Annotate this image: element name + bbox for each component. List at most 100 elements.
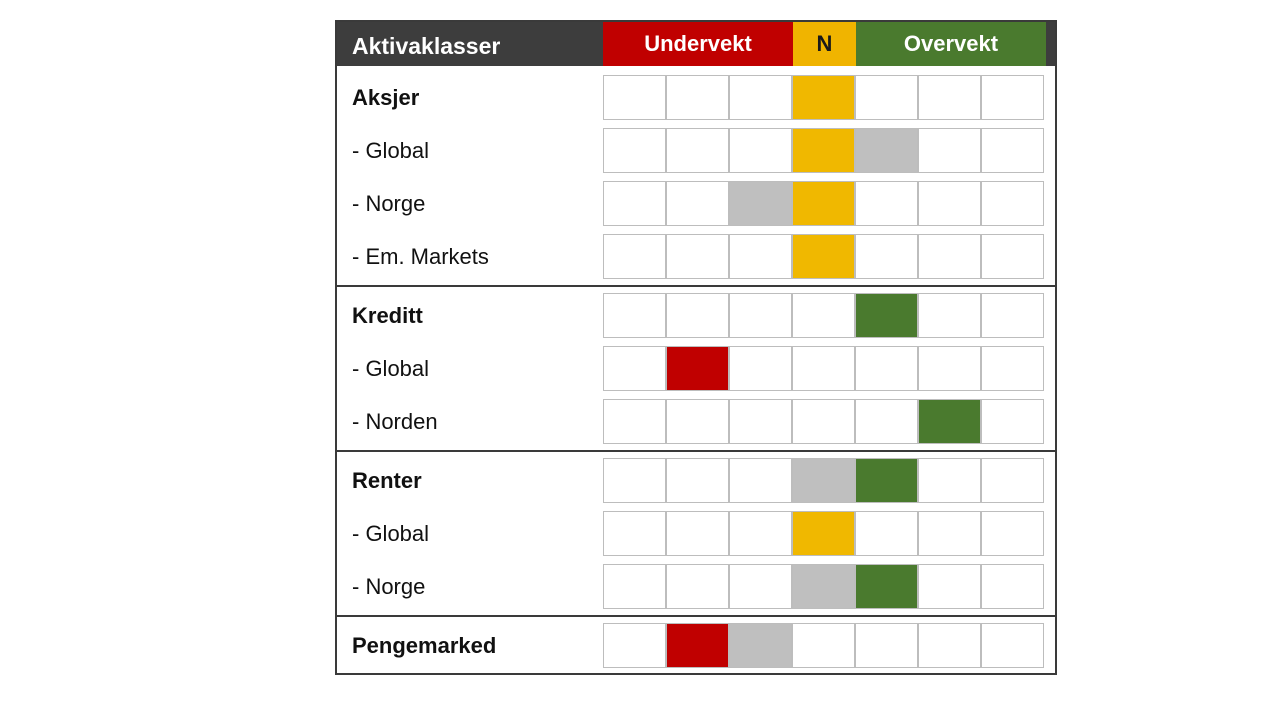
weight-cell — [666, 234, 729, 279]
weight-cell — [729, 128, 792, 173]
row-label: - Em. Markets — [352, 244, 489, 269]
weight-cell — [918, 511, 981, 556]
weight-cell — [855, 234, 918, 279]
weight-cell — [603, 399, 666, 444]
row-label: - Norge — [352, 191, 426, 216]
weight-cell — [981, 623, 1044, 668]
weight-cell — [603, 128, 666, 173]
weight-cell — [918, 399, 981, 444]
weight-cell — [792, 564, 855, 609]
weight-cell — [918, 346, 981, 391]
table-row: - Global — [337, 346, 1055, 391]
weight-cell — [729, 75, 792, 120]
table-row: Aksjer — [337, 75, 1055, 120]
weight-cell — [729, 564, 792, 609]
weight-cell — [729, 181, 792, 226]
row-label: Pengemarked — [352, 633, 497, 658]
weight-cell — [855, 399, 918, 444]
weight-cell — [981, 458, 1044, 503]
weight-cell — [918, 623, 981, 668]
section-divider — [337, 450, 1055, 452]
weight-cell — [981, 346, 1044, 391]
weight-cell — [792, 346, 855, 391]
weight-cell — [981, 511, 1044, 556]
row-label: Aksjer — [352, 85, 420, 110]
row-label: - Global — [352, 138, 430, 163]
table-row: - Global — [337, 128, 1055, 173]
table-row: Renter — [337, 458, 1055, 503]
table-row: - Norden — [337, 399, 1055, 444]
table-header: Aktivaklasser Undervekt N Overvekt — [337, 22, 1055, 66]
weight-cell — [918, 128, 981, 173]
table-row: - Em. Markets — [337, 234, 1055, 279]
overweight-header: Overvekt — [856, 22, 1046, 66]
weight-cell — [603, 293, 666, 338]
weight-cell — [792, 181, 855, 226]
weight-cell — [792, 458, 855, 503]
weight-cell — [981, 234, 1044, 279]
weight-cell — [729, 346, 792, 391]
weight-cell — [855, 623, 918, 668]
weight-cell — [666, 399, 729, 444]
row-label: - Norden — [352, 409, 438, 434]
table-row: - Global — [337, 511, 1055, 556]
weight-cell — [981, 399, 1044, 444]
weight-cell — [666, 181, 729, 226]
weight-cell — [855, 128, 918, 173]
weight-cell — [792, 623, 855, 668]
weight-cell — [603, 458, 666, 503]
weight-cell — [666, 128, 729, 173]
weight-cell — [666, 623, 729, 668]
header-title: Aktivaklasser — [352, 33, 501, 59]
weight-cell — [603, 623, 666, 668]
weight-cell — [792, 399, 855, 444]
weight-cell — [603, 234, 666, 279]
weight-cell — [918, 458, 981, 503]
weight-cell — [918, 564, 981, 609]
weight-cell — [792, 511, 855, 556]
weight-cell — [729, 293, 792, 338]
row-label: Renter — [352, 468, 422, 493]
table-row: - Norge — [337, 564, 1055, 609]
weight-cell — [981, 181, 1044, 226]
weight-cell — [792, 293, 855, 338]
weight-cell — [792, 234, 855, 279]
row-label: - Global — [352, 521, 430, 546]
weight-cell — [729, 458, 792, 503]
section-divider — [337, 285, 1055, 287]
weight-cell — [792, 75, 855, 120]
weight-cell — [918, 293, 981, 338]
weight-cell — [603, 564, 666, 609]
weight-cell — [666, 458, 729, 503]
weight-cell — [981, 128, 1044, 173]
row-label: - Norge — [352, 574, 426, 599]
weight-cell — [918, 75, 981, 120]
weight-cell — [666, 293, 729, 338]
neutral-header: N — [793, 22, 856, 66]
table-row: Pengemarked — [337, 623, 1055, 668]
weight-cell — [729, 623, 792, 668]
table-row: - Norge — [337, 181, 1055, 226]
row-label: Kreditt — [352, 303, 423, 328]
weight-cell — [603, 75, 666, 120]
weight-cell — [855, 564, 918, 609]
weight-cell — [981, 293, 1044, 338]
weight-cell — [981, 564, 1044, 609]
weight-cell — [855, 181, 918, 226]
weight-cell — [666, 346, 729, 391]
weight-cell — [729, 234, 792, 279]
section-divider — [337, 615, 1055, 617]
weight-cell — [729, 399, 792, 444]
weight-cell — [855, 458, 918, 503]
weight-cell — [666, 511, 729, 556]
weight-cell — [603, 181, 666, 226]
weight-cell — [729, 511, 792, 556]
weight-cell — [666, 75, 729, 120]
weight-cell — [918, 234, 981, 279]
weight-cell — [603, 346, 666, 391]
weight-cell — [855, 75, 918, 120]
weight-cell — [603, 511, 666, 556]
table-row: Kreditt — [337, 293, 1055, 338]
row-label: - Global — [352, 356, 430, 381]
allocation-table: Aktivaklasser Undervekt N Overvekt Aksje… — [335, 20, 1057, 675]
